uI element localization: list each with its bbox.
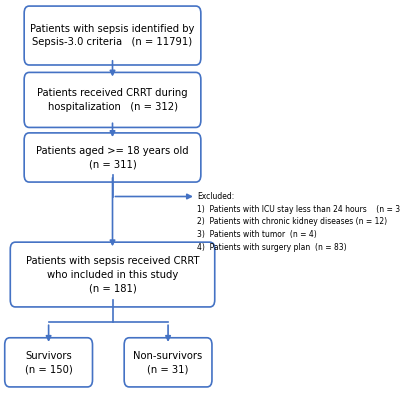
Text: Survivors
(n = 150): Survivors (n = 150): [25, 351, 72, 374]
Text: Patients with sepsis received CRRT
who included in this study
(n = 181): Patients with sepsis received CRRT who i…: [26, 256, 199, 293]
FancyBboxPatch shape: [24, 6, 201, 65]
FancyBboxPatch shape: [124, 338, 212, 387]
Text: Patients received CRRT during
hospitalization   (n = 312): Patients received CRRT during hospitaliz…: [37, 88, 188, 112]
Text: Patients with sepsis identified by
Sepsis-3.0 criteria   (n = 11791): Patients with sepsis identified by Sepsi…: [30, 24, 195, 47]
Text: Non-survivors
(n = 31): Non-survivors (n = 31): [134, 351, 203, 374]
FancyBboxPatch shape: [5, 338, 92, 387]
Text: Patients aged >= 18 years old
(n = 311): Patients aged >= 18 years old (n = 311): [36, 146, 189, 169]
FancyBboxPatch shape: [24, 133, 201, 182]
FancyBboxPatch shape: [10, 242, 215, 307]
FancyBboxPatch shape: [24, 72, 201, 127]
Text: Excluded:
1)  Patients with ICU stay less than 24 hours    (n = 31)
2)  Patients: Excluded: 1) Patients with ICU stay less…: [197, 192, 400, 252]
